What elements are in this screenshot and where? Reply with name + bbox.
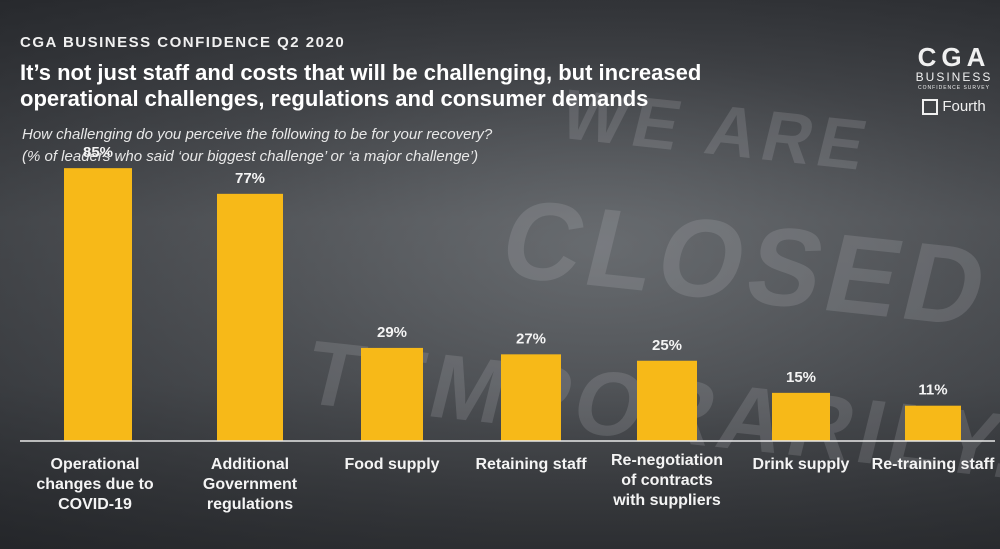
cga-logo: CGA BUSINESS CONFIDENCE SURVEY Fourth (908, 44, 1000, 115)
fourth-logo: Fourth (908, 98, 1000, 115)
category-label-1: Additional Government regulations (202, 456, 298, 513)
fourth-mark-icon (922, 98, 939, 115)
value-label-1: 77% (235, 170, 265, 187)
value-label-5: 15% (786, 369, 816, 386)
value-label-0: 85% (83, 144, 113, 161)
bar-3 (501, 354, 561, 441)
logo-business: BUSINESS (915, 70, 993, 84)
bar-2 (361, 347, 423, 441)
value-label-2: 29% (377, 324, 407, 341)
category-label-6: Re-training staff (871, 456, 995, 473)
value-label-6: 11% (918, 382, 947, 399)
bar-4 (637, 360, 697, 441)
bar-5 (772, 392, 830, 441)
bar-6 (905, 405, 961, 441)
category-label-2: Food supply (344, 456, 440, 473)
report-kicker: CGA BUSINESS CONFIDENCE Q2 2020 (20, 34, 346, 51)
category-label-3: Retaining staff (475, 456, 587, 473)
bar-0 (64, 168, 132, 441)
title-line-2: operational challenges, regulations and … (20, 86, 649, 111)
question-line-2: (% of leaders who said ‘our biggest chal… (22, 148, 479, 165)
bar-1 (217, 193, 283, 441)
page-title: It’s not just staff and costs that will … (20, 60, 900, 112)
logo-cga: CGA (917, 42, 991, 72)
category-label-0: Operational changes due to COVID-19 (36, 456, 154, 513)
logo-partner: Fourth (942, 98, 986, 115)
category-label-4: Re-negotiation of contracts with suppliers (611, 452, 723, 509)
logo-survey: CONFIDENCE SURVEY (918, 85, 990, 91)
category-label-5: Drink supply (752, 456, 850, 473)
value-label-3: 27% (516, 330, 546, 347)
title-line-1: It’s not just staff and costs that will … (20, 60, 702, 85)
value-label-4: 25% (652, 337, 682, 354)
question-line-1: How challenging do you perceive the foll… (22, 126, 493, 143)
